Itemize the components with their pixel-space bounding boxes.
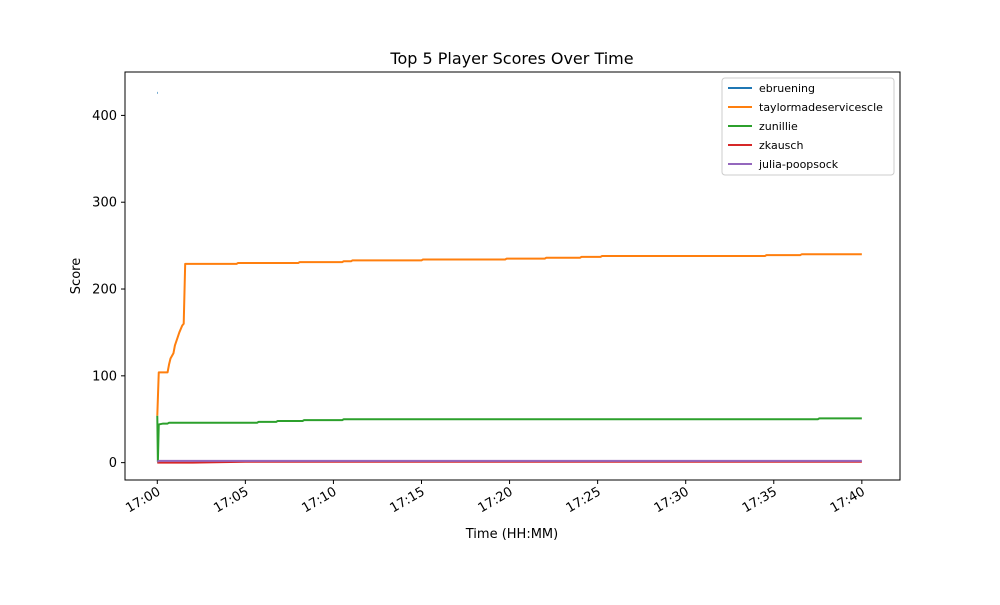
y-tick-label: 300 (92, 196, 117, 211)
legend-label-zkausch: zkausch (759, 139, 803, 152)
legend-label-ebruening: ebruening (759, 82, 815, 95)
x-tick-label: 17:15 (388, 484, 428, 516)
x-tick-label: 17:25 (564, 484, 604, 516)
series-line-zunillie (156, 415, 862, 463)
y-tick-label: 200 (92, 283, 117, 298)
series-line-julia-poopsock (156, 459, 862, 463)
y-tick-label: 100 (92, 369, 117, 384)
chart-title: Top 5 Player Scores Over Time (389, 49, 633, 68)
legend: ebruening taylormadeservicescle zunillie zk… (721, 77, 895, 176)
plot-area (156, 91, 862, 464)
y-axis-label: Score (69, 258, 84, 294)
x-tick-label: 17:05 (211, 484, 251, 516)
x-tick-label: 17:30 (652, 484, 692, 516)
x-axis-label: Time (HH:MM) (465, 527, 558, 542)
x-tick-label: 17:35 (740, 484, 780, 516)
legend-label-zunillie: zunillie (759, 120, 798, 133)
series-line-taylormadeservicescle (156, 253, 862, 416)
series-line-zkausch (157, 460, 862, 464)
legend-label-julia-poopsock: julia-poopsock (758, 158, 839, 171)
y-tick-label: 400 (92, 109, 117, 124)
legend-box (721, 77, 895, 176)
x-tick-label: 17:10 (299, 484, 339, 516)
x-tick-label: 17:00 (123, 484, 163, 516)
x-tick-label: 17:20 (476, 484, 516, 516)
plot-frame (124, 71, 901, 481)
legend-label-taylormadeservicescle: taylormadeservicescle (759, 101, 883, 114)
y-tick-label: 0 (109, 456, 117, 471)
x-tick-label: 17:40 (828, 484, 868, 516)
